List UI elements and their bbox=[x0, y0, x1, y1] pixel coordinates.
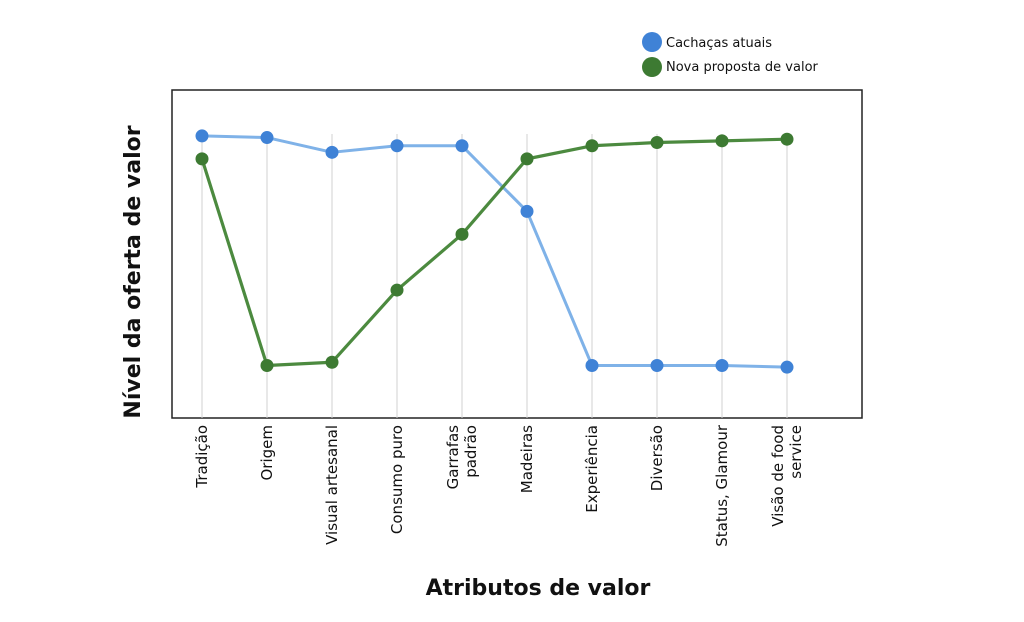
point-0-4 bbox=[455, 139, 469, 153]
point-1-5 bbox=[520, 152, 534, 166]
point-1-3 bbox=[390, 283, 404, 297]
legend-label-nova-proposta: Nova proposta de valor bbox=[666, 60, 819, 75]
point-1-4 bbox=[455, 227, 469, 241]
point-0-9 bbox=[780, 360, 794, 374]
point-0-7 bbox=[650, 359, 664, 373]
point-0-1 bbox=[260, 131, 274, 145]
point-0-3 bbox=[390, 139, 404, 153]
x-tick-label-7: Diversão bbox=[648, 425, 666, 491]
legend-label-cachacas-atuais: Cachaças atuais bbox=[666, 36, 772, 51]
x-axis-title: Atributos de valor bbox=[426, 576, 651, 601]
legend: Cachaças atuais Nova proposta de valor bbox=[642, 32, 819, 77]
legend-marker-cachacas-atuais bbox=[642, 32, 662, 52]
x-tick-label-3: Consumo puro bbox=[388, 425, 406, 534]
x-tick-labels: Tradição Origem Visual artesanal Consumo pu… bbox=[193, 424, 805, 547]
point-0-0 bbox=[195, 129, 209, 143]
x-tick-label-8: Status, Glamour bbox=[713, 424, 731, 547]
series-line-0 bbox=[201, 134, 788, 369]
point-0-6 bbox=[585, 359, 599, 373]
point-1-6 bbox=[585, 139, 599, 153]
point-1-8 bbox=[715, 134, 729, 148]
series-1 bbox=[195, 132, 794, 373]
x-tick-label-1: Origem bbox=[258, 425, 276, 481]
point-0-2 bbox=[325, 145, 339, 159]
series-0 bbox=[195, 129, 794, 374]
point-0-5 bbox=[520, 204, 534, 218]
point-1-7 bbox=[650, 135, 664, 149]
point-1-0 bbox=[195, 152, 209, 166]
y-axis-title: Nível da oferta de valor bbox=[121, 125, 146, 418]
x-tick-label-4: Garrafaspadrão bbox=[444, 425, 480, 490]
legend-marker-nova-proposta bbox=[642, 57, 662, 77]
series-line-1 bbox=[200, 137, 788, 368]
point-1-9 bbox=[780, 132, 794, 146]
point-0-8 bbox=[715, 359, 729, 373]
x-tick-label-6: Experiência bbox=[583, 425, 601, 513]
point-1-2 bbox=[325, 355, 339, 369]
series-layer bbox=[195, 129, 794, 374]
plot-frame bbox=[171, 89, 863, 419]
point-1-1 bbox=[260, 359, 274, 373]
x-tick-label-2: Visual artesanal bbox=[323, 425, 341, 545]
x-tick-label-5: Madeiras bbox=[518, 425, 536, 493]
x-tick-label-9: Visão de foodservice bbox=[769, 425, 805, 527]
x-tick-label-0: Tradição bbox=[193, 425, 211, 489]
